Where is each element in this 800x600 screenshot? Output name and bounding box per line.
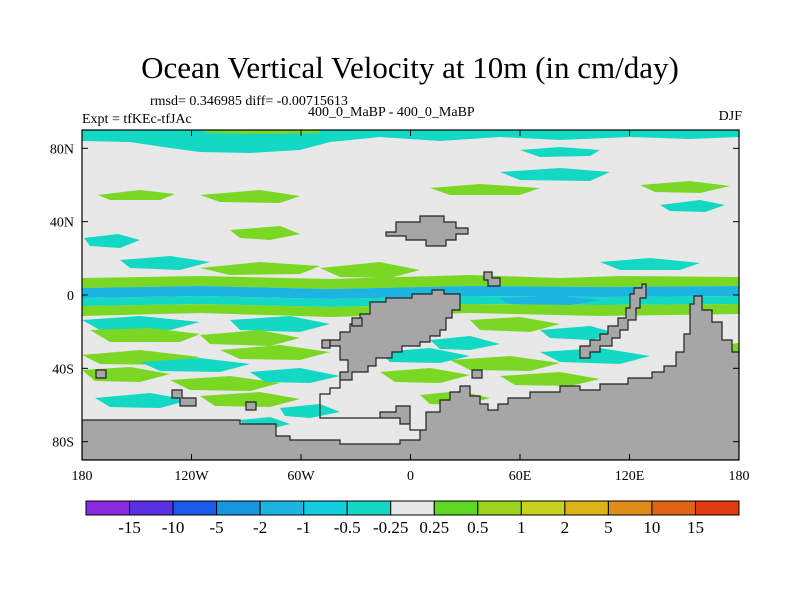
y-tick-label: 80S	[52, 436, 74, 451]
field-patch	[200, 130, 320, 134]
x-tick-label: 120E	[615, 469, 645, 484]
field-patch	[82, 130, 739, 153]
land-island	[483, 271, 501, 287]
field-patch	[380, 368, 470, 383]
colorbar-label: -0.5	[334, 518, 361, 537]
field-patch	[200, 190, 300, 203]
x-tick-label: 180	[729, 469, 750, 484]
field-patch	[500, 168, 610, 181]
land-gondwana	[82, 289, 739, 460]
colorbar-label: 5	[604, 518, 613, 537]
colorbar-swatch	[85, 500, 131, 516]
colorbar-label: 0.5	[467, 518, 488, 537]
land-island	[95, 369, 107, 379]
land-masses	[82, 215, 739, 460]
land-island	[245, 401, 257, 411]
colorbar-swatch	[172, 500, 218, 516]
field-patch	[540, 348, 650, 364]
field-patch	[320, 262, 420, 278]
field-patch	[500, 372, 600, 386]
field-patch	[200, 392, 300, 407]
colorbar-swatch	[651, 500, 696, 516]
colorbar-label: -2	[253, 518, 267, 537]
field-patch	[95, 393, 190, 408]
field-patch	[500, 296, 600, 305]
colorbar-label: 0.25	[419, 518, 449, 537]
field-patch	[170, 376, 280, 391]
field-patch	[230, 316, 330, 332]
x-tick-label: 60E	[509, 469, 532, 484]
colorbar-swatch	[216, 500, 261, 516]
colorbar-label: -1	[297, 518, 311, 537]
colorbar-swatch	[564, 500, 609, 516]
field-patch	[82, 316, 200, 330]
colorbar-label: -15	[118, 518, 141, 537]
field-patch	[82, 275, 739, 289]
x-tick-label: 180	[72, 469, 93, 484]
field-patch	[140, 358, 250, 372]
colorbar-swatch	[694, 500, 740, 516]
y-tick-label: 80N	[50, 142, 74, 157]
land-island	[321, 339, 331, 349]
colorbar-swatch	[433, 500, 479, 516]
land-north-continent	[385, 215, 469, 247]
field-patch	[220, 345, 330, 360]
map-axes: 180 120W 60W 0 60E 120E 180 80N 40N 0 40S 80S	[50, 130, 750, 484]
field-patch	[430, 184, 540, 195]
stats-line: rmsd= 0.346985 diff= -0.00715613	[150, 94, 348, 109]
field-patch	[520, 147, 600, 157]
field-patch	[90, 328, 200, 342]
experiment-label: Expt = tfKEc-tfJAc	[82, 112, 192, 127]
colorbar-label: 10	[643, 518, 660, 537]
colorbar-swatch	[520, 500, 566, 516]
land-island	[351, 317, 363, 327]
colorbar-label: -10	[162, 518, 185, 537]
colorbar: -15 -10 -5 -2 -1 -0.5 -0.25 0.25 0.5 1 2 5 10 15	[85, 500, 740, 537]
colorbar-swatch	[607, 500, 653, 516]
field-patch	[250, 368, 340, 383]
field-patch	[280, 404, 340, 418]
field-patch	[660, 200, 725, 212]
x-tick-label: 60W	[287, 469, 315, 484]
figure-title: Ocean Vertical Velocity at 10m (in cm/da…	[141, 50, 679, 85]
field-patch	[120, 256, 210, 270]
y-tick-label: 40N	[50, 216, 74, 231]
land-island	[171, 389, 197, 407]
periods-label: 400_0_MaBP - 400_0_MaBP	[308, 105, 475, 120]
field-patch	[640, 181, 730, 193]
field-patch	[450, 356, 560, 371]
colorbar-label: 2	[561, 518, 570, 537]
colorbar-swatch	[259, 500, 305, 516]
colorbar-swatch	[129, 500, 174, 516]
colorbar-swatch	[390, 500, 435, 516]
colorbar-label: 15	[687, 518, 704, 537]
field-patch	[200, 262, 320, 275]
field-patch	[98, 190, 175, 200]
field-patch	[82, 286, 739, 299]
field-patch	[470, 317, 560, 332]
y-tick-label: 40S	[52, 362, 74, 377]
colorbar-swatch	[346, 500, 392, 516]
field-patch	[230, 226, 300, 240]
field-patch	[600, 258, 700, 270]
colorbar-swatch	[477, 500, 522, 516]
x-tick-label: 0	[407, 469, 414, 484]
colorbar-label: -0.25	[373, 518, 408, 537]
x-tick-label: 120W	[174, 469, 209, 484]
field-patch	[200, 330, 300, 346]
colorbar-label: -5	[210, 518, 224, 537]
colorbar-label: 1	[517, 518, 526, 537]
y-tick-label: 0	[67, 289, 74, 304]
land-east-arc	[579, 283, 647, 359]
land-island	[471, 369, 483, 379]
colorbar-swatch	[303, 500, 348, 516]
field-patch	[430, 336, 500, 350]
field-patch	[84, 234, 140, 248]
season-label: DJF	[718, 109, 742, 124]
